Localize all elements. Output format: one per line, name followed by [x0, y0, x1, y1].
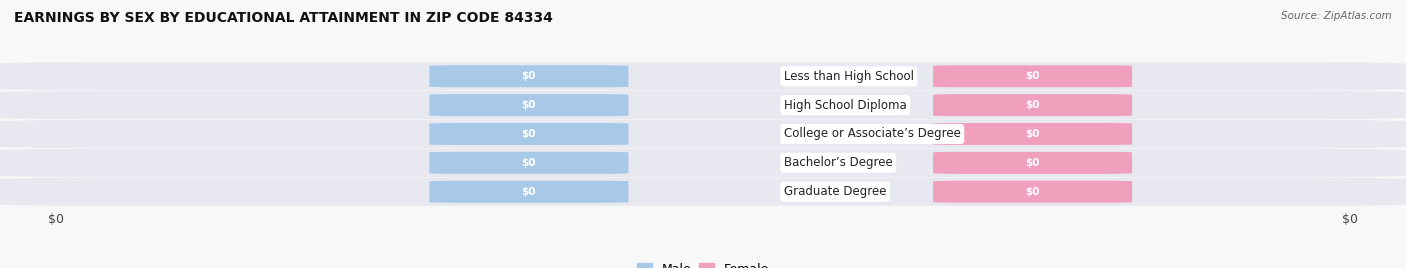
FancyBboxPatch shape [429, 65, 628, 87]
Text: $0: $0 [522, 187, 536, 197]
FancyBboxPatch shape [429, 123, 628, 145]
FancyBboxPatch shape [934, 94, 1132, 116]
FancyBboxPatch shape [429, 181, 628, 203]
Legend: Male, Female: Male, Female [631, 258, 775, 268]
Text: $0: $0 [1025, 158, 1040, 168]
FancyBboxPatch shape [0, 120, 1406, 148]
FancyBboxPatch shape [934, 123, 1132, 145]
FancyBboxPatch shape [934, 181, 1132, 203]
Text: Source: ZipAtlas.com: Source: ZipAtlas.com [1281, 11, 1392, 21]
FancyBboxPatch shape [934, 65, 1132, 87]
Text: $0: $0 [522, 71, 536, 81]
Text: $0: $0 [522, 100, 536, 110]
FancyBboxPatch shape [0, 91, 1406, 119]
FancyBboxPatch shape [0, 149, 1406, 177]
FancyBboxPatch shape [0, 62, 1406, 90]
Text: Less than High School: Less than High School [785, 70, 914, 83]
FancyBboxPatch shape [429, 152, 628, 174]
Text: $0: $0 [522, 158, 536, 168]
Text: $0: $0 [1025, 187, 1040, 197]
Text: $0: $0 [522, 129, 536, 139]
Text: Graduate Degree: Graduate Degree [785, 185, 886, 198]
Text: High School Diploma: High School Diploma [785, 99, 907, 112]
FancyBboxPatch shape [934, 152, 1132, 174]
Text: Bachelor’s Degree: Bachelor’s Degree [785, 156, 893, 169]
FancyBboxPatch shape [0, 178, 1406, 206]
FancyBboxPatch shape [429, 94, 628, 116]
Text: $0: $0 [1025, 71, 1040, 81]
Text: EARNINGS BY SEX BY EDUCATIONAL ATTAINMENT IN ZIP CODE 84334: EARNINGS BY SEX BY EDUCATIONAL ATTAINMEN… [14, 11, 553, 25]
Text: College or Associate’s Degree: College or Associate’s Degree [785, 128, 960, 140]
Text: $0: $0 [1025, 129, 1040, 139]
Text: $0: $0 [1025, 100, 1040, 110]
